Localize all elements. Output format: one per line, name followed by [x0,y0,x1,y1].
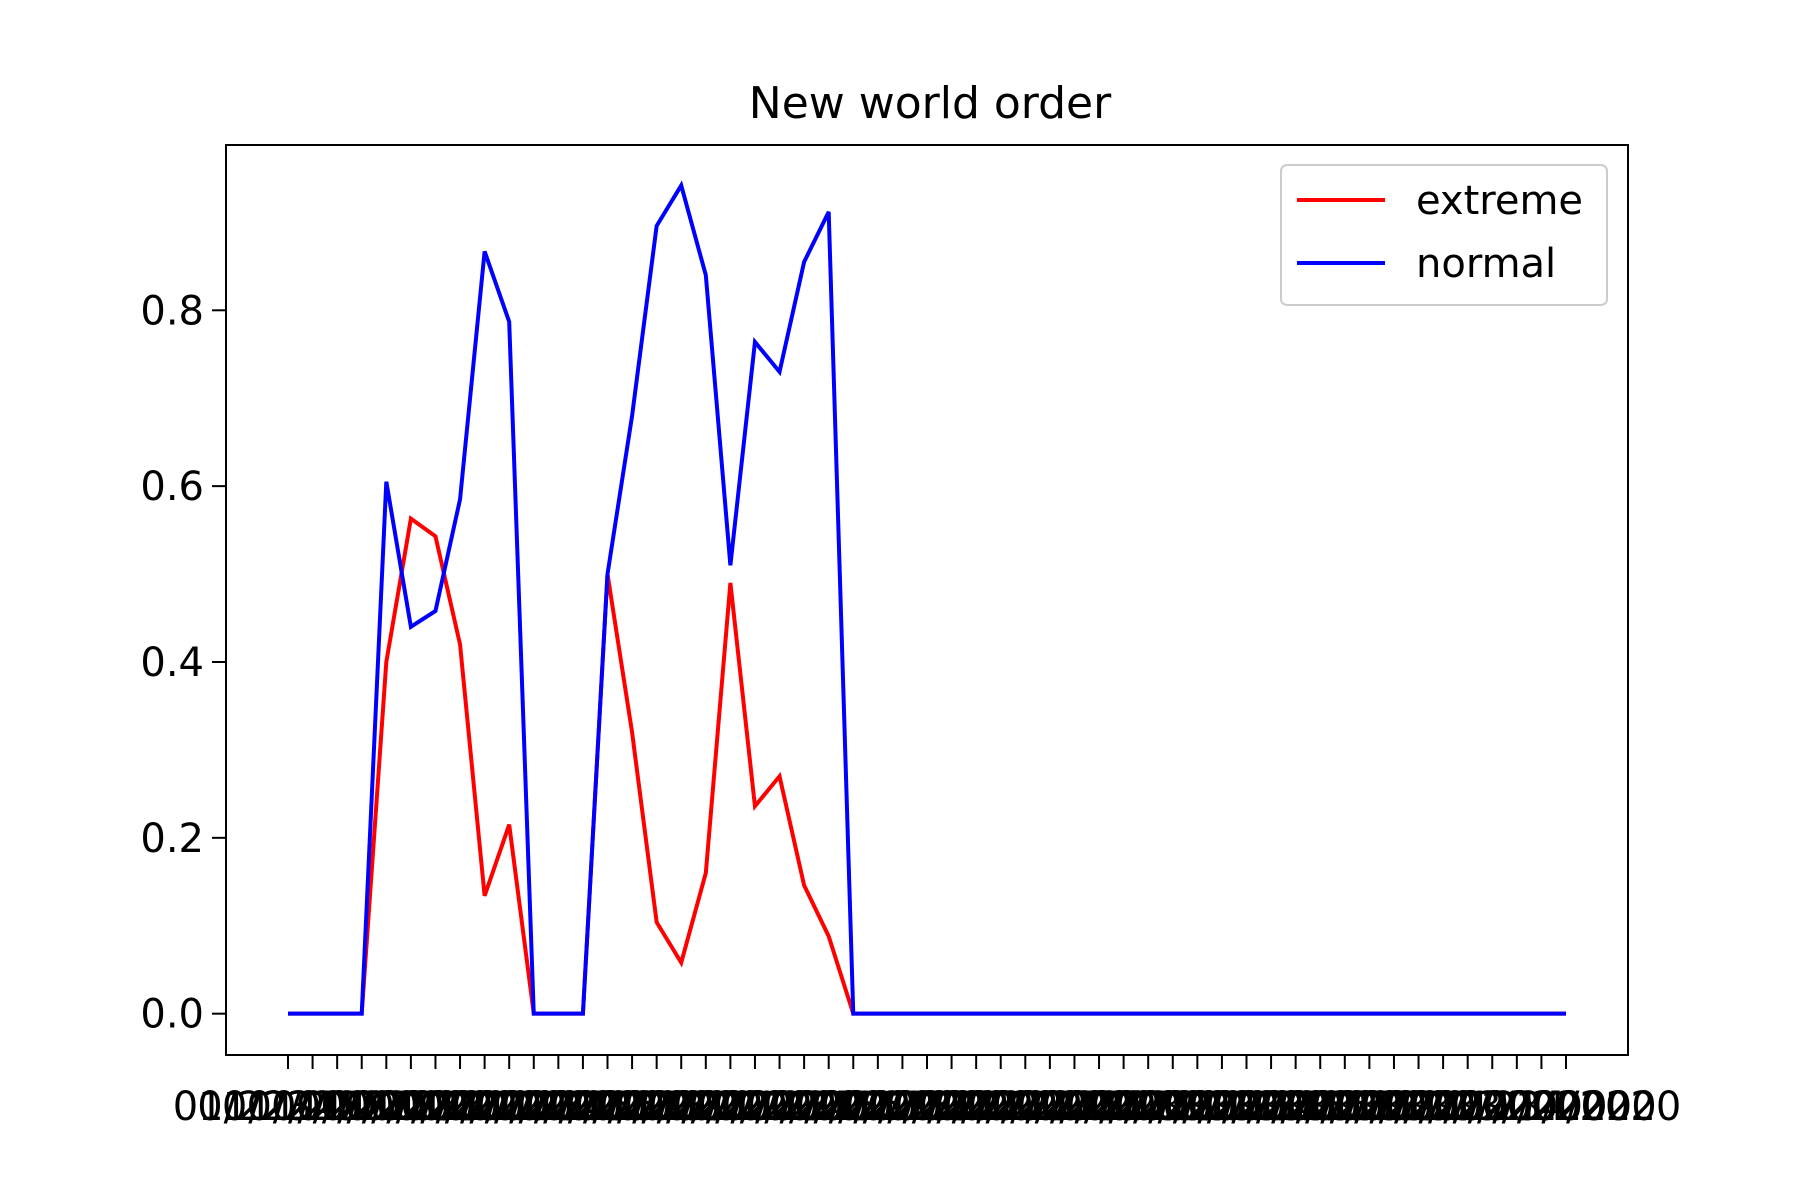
legend-label-extreme: extreme [1416,178,1583,224]
x-tick-label: 02/28/2020 [1082,1084,1313,1130]
x-tick-label: 02/25/2020 [1008,1084,1239,1130]
x-tick-label: 01/30/2020 [369,1084,600,1130]
x-tick-label: 01/25/2020 [246,1084,477,1130]
x-tick-label: 02/24/2020 [984,1084,1215,1130]
x-axis: 01/22/202001/23/202001/24/202001/25/2020… [173,1055,1682,1130]
x-tick-label: 03/10/2020 [1352,1084,1583,1130]
x-tick-label: 02/13/2020 [713,1084,944,1130]
x-tick-label: 01/31/2020 [394,1084,625,1130]
x-tick-label: 03/06/2020 [1254,1084,1485,1130]
x-tick-label: 03/09/2020 [1328,1084,1559,1130]
x-tick-label: 03/05/2020 [1230,1084,1461,1130]
x-tick-label: 02/04/2020 [492,1084,723,1130]
x-tick-label: 02/16/2020 [787,1084,1018,1130]
x-tick-label: 01/23/2020 [197,1084,428,1130]
x-tick-label: 02/27/2020 [1057,1084,1288,1130]
x-tick-label: 02/14/2020 [738,1084,969,1130]
x-tick-label: 03/03/2020 [1180,1084,1411,1130]
x-tick-label: 03/02/2020 [1156,1084,1387,1130]
x-tick-label: 02/12/2020 [689,1084,920,1130]
x-tick-label: 02/17/2020 [812,1084,1043,1130]
y-tick-label: 0.8 [140,288,204,334]
y-tick-label: 0.0 [140,992,204,1038]
x-tick-label: 02/02/2020 [443,1084,674,1130]
x-tick-label: 03/04/2020 [1205,1084,1436,1130]
x-tick-label: 02/18/2020 [836,1084,1067,1130]
x-tick-label: 03/08/2020 [1303,1084,1534,1130]
x-tick-label: 03/01/2020 [1131,1084,1362,1130]
x-tick-label: 02/01/2020 [418,1084,649,1130]
x-tick-label: 03/14/2020 [1451,1084,1682,1130]
x-tick-label: 03/12/2020 [1402,1084,1633,1130]
x-tick-label: 03/13/2020 [1426,1084,1657,1130]
x-tick-label: 02/15/2020 [763,1084,994,1130]
y-tick-label: 0.4 [140,640,204,686]
legend-label-normal: normal [1416,241,1556,287]
x-tick-label: 01/27/2020 [296,1084,527,1130]
x-tick-label: 01/26/2020 [271,1084,502,1130]
x-tick-label: 02/23/2020 [959,1084,1190,1130]
x-tick-label: 02/08/2020 [591,1084,822,1130]
x-tick-label: 02/26/2020 [1033,1084,1264,1130]
series-line-extreme [288,515,1566,1016]
x-tick-label: 01/24/2020 [222,1084,453,1130]
x-tick-label: 02/29/2020 [1107,1084,1338,1130]
series-layer [288,180,1566,1016]
x-tick-label: 02/07/2020 [566,1084,797,1130]
x-tick-label: 01/22/2020 [173,1084,404,1130]
series-line-normal [288,180,1566,1016]
x-tick-label: 02/09/2020 [615,1084,846,1130]
x-tick-label: 02/21/2020 [910,1084,1141,1130]
y-tick-label: 0.6 [140,464,204,510]
x-tick-label: 02/05/2020 [517,1084,748,1130]
x-tick-label: 03/07/2020 [1279,1084,1510,1130]
x-tick-label: 02/06/2020 [541,1084,772,1130]
y-tick-label: 0.2 [140,816,204,862]
legend: extreme normal [1280,164,1608,306]
chart-title: New world order [749,78,1112,129]
x-tick-label: 02/20/2020 [885,1084,1116,1130]
y-axis: 0.0 0.2 0.4 0.6 0.8 [140,288,226,1038]
x-tick-label: 01/29/2020 [345,1084,576,1130]
x-tick-label: 01/28/2020 [320,1084,551,1130]
x-tick-label: 02/03/2020 [468,1084,699,1130]
x-tick-label: 02/22/2020 [935,1084,1166,1130]
x-tick-label: 02/11/2020 [664,1084,895,1130]
x-tick-label: 03/11/2020 [1377,1084,1608,1130]
x-tick-label: 02/10/2020 [640,1084,871,1130]
x-tick-label: 02/19/2020 [861,1084,1092,1130]
